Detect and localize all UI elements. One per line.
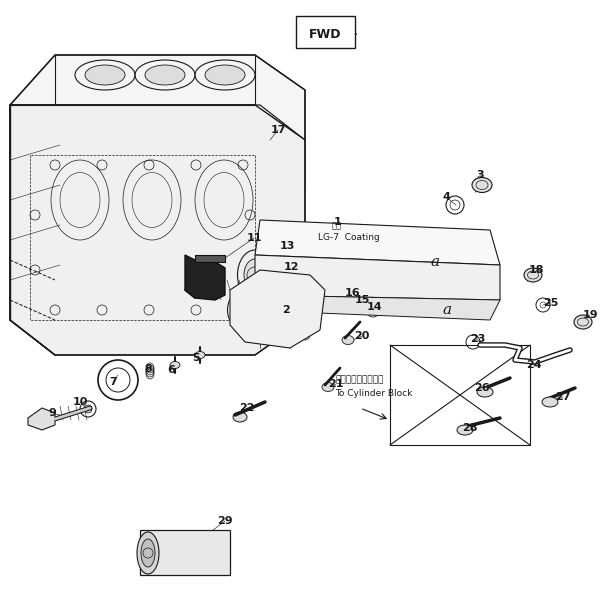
Circle shape	[370, 307, 376, 313]
Ellipse shape	[137, 532, 159, 574]
Ellipse shape	[322, 382, 334, 391]
Ellipse shape	[457, 425, 473, 435]
Ellipse shape	[85, 65, 125, 85]
Text: 1: 1	[334, 217, 342, 227]
Text: 9: 9	[48, 408, 56, 418]
Ellipse shape	[195, 352, 205, 359]
Text: 18: 18	[528, 265, 544, 275]
Polygon shape	[28, 408, 55, 430]
Ellipse shape	[205, 65, 245, 85]
Text: 21: 21	[328, 379, 344, 389]
Text: 25: 25	[544, 298, 559, 308]
Text: 22: 22	[239, 403, 255, 413]
Circle shape	[345, 292, 351, 298]
Text: 13: 13	[279, 241, 295, 251]
Polygon shape	[255, 220, 500, 265]
Ellipse shape	[145, 65, 185, 85]
Circle shape	[357, 299, 363, 305]
Polygon shape	[10, 55, 305, 155]
Text: 5: 5	[192, 353, 200, 363]
Ellipse shape	[233, 299, 248, 321]
Text: 26: 26	[474, 383, 490, 393]
Ellipse shape	[141, 539, 155, 567]
Text: 29: 29	[217, 516, 233, 526]
Text: シリンダブロックへ: シリンダブロックへ	[335, 376, 384, 385]
Polygon shape	[245, 295, 500, 320]
Text: FWD: FWD	[309, 27, 341, 41]
Text: 6: 6	[167, 365, 175, 375]
Text: 7: 7	[109, 377, 117, 387]
Circle shape	[84, 405, 92, 413]
Ellipse shape	[542, 397, 558, 407]
Text: 16: 16	[344, 288, 360, 298]
Ellipse shape	[477, 387, 493, 397]
Ellipse shape	[524, 268, 542, 282]
Polygon shape	[230, 270, 325, 348]
Ellipse shape	[244, 259, 266, 291]
Text: 10: 10	[72, 397, 88, 407]
Text: LG-7  Coating: LG-7 Coating	[318, 233, 380, 242]
Text: 23: 23	[471, 334, 486, 344]
Polygon shape	[10, 105, 55, 355]
Text: 28: 28	[462, 423, 478, 433]
Ellipse shape	[170, 362, 180, 368]
Ellipse shape	[472, 177, 492, 192]
Polygon shape	[185, 255, 225, 300]
Text: 15: 15	[355, 295, 370, 305]
Polygon shape	[10, 105, 305, 355]
Text: 14: 14	[366, 302, 382, 312]
Text: a: a	[443, 303, 452, 317]
Polygon shape	[195, 255, 225, 262]
Text: 8: 8	[144, 364, 152, 374]
Text: To Cylinder Block: To Cylinder Block	[335, 388, 413, 397]
Text: 4: 4	[442, 192, 450, 202]
Text: 2: 2	[282, 305, 290, 315]
Text: 24: 24	[526, 360, 542, 370]
Text: 20: 20	[355, 331, 370, 341]
Text: 11: 11	[246, 233, 262, 243]
Ellipse shape	[233, 412, 247, 422]
Ellipse shape	[574, 315, 592, 329]
Text: 3: 3	[476, 170, 484, 180]
Text: 12: 12	[283, 262, 299, 272]
Text: 27: 27	[555, 392, 571, 402]
Text: 17: 17	[270, 125, 286, 135]
Ellipse shape	[342, 336, 354, 344]
Polygon shape	[10, 105, 305, 190]
Polygon shape	[255, 255, 500, 300]
Text: a: a	[431, 255, 440, 269]
FancyBboxPatch shape	[140, 530, 230, 575]
FancyBboxPatch shape	[296, 16, 355, 48]
Text: 塗布: 塗布	[332, 221, 342, 230]
Text: 19: 19	[582, 310, 598, 320]
